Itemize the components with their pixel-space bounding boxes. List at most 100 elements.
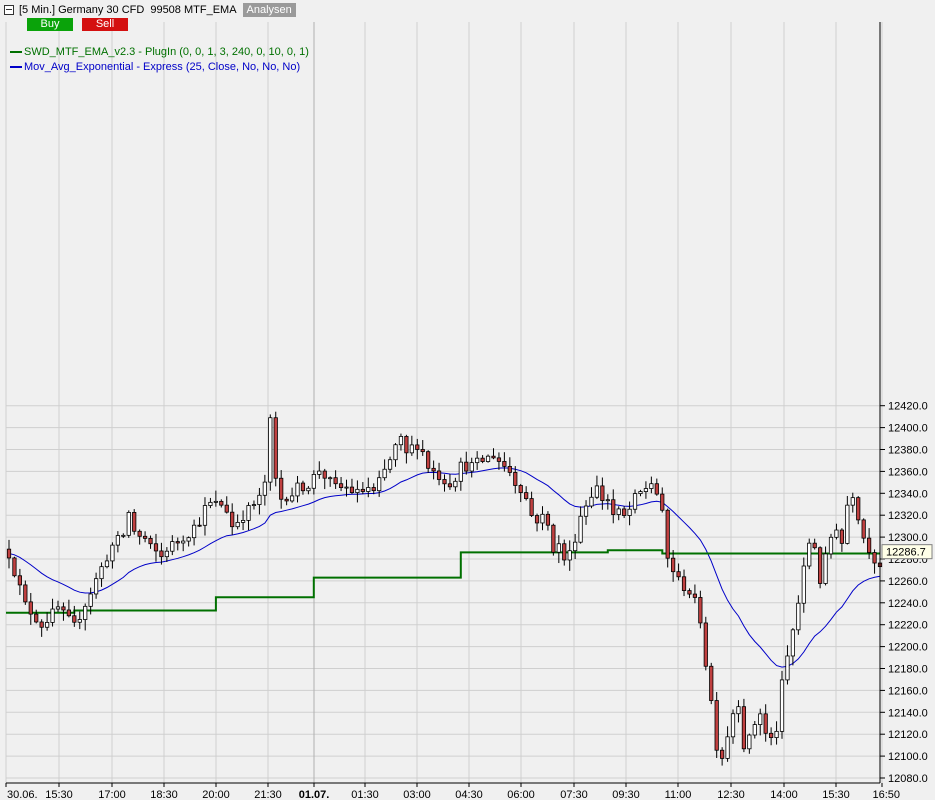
candle-down	[371, 487, 376, 492]
candle-down	[692, 593, 698, 598]
candle-down	[66, 609, 71, 617]
candle-up	[55, 606, 61, 610]
candle-up	[785, 655, 790, 681]
candle-up	[181, 540, 186, 544]
candle-up	[790, 629, 796, 657]
candle-down	[698, 597, 703, 624]
x-tick-label: 16:50	[872, 789, 900, 800]
legend-ema: Mov_Avg_Exponential - Express (25, Close…	[10, 61, 300, 73]
instrument-title: [5 Min.] Germany 30 CFD	[19, 4, 145, 16]
candle-up	[268, 417, 273, 483]
candle-down	[61, 606, 66, 611]
candle-down	[534, 515, 540, 524]
candle-down	[72, 615, 77, 623]
candle-up	[121, 534, 126, 537]
candle-up	[186, 537, 191, 542]
x-tick-label: 21:30	[254, 789, 282, 800]
candle-up	[758, 713, 763, 725]
candle-up	[605, 499, 610, 502]
candle-down	[518, 485, 523, 493]
mtf-line-layer	[6, 549, 880, 614]
candle-up	[99, 566, 104, 580]
candle-down	[480, 457, 485, 462]
candle-down	[436, 470, 442, 480]
candle-up	[45, 622, 50, 628]
candle-down	[671, 557, 676, 573]
candle-up	[311, 474, 316, 489]
candle-up	[649, 483, 654, 489]
y-tick-label: 12340.0	[888, 488, 928, 500]
candle-up	[170, 541, 175, 552]
x-tick-label: 15:30	[822, 789, 850, 800]
candle-down	[812, 542, 817, 549]
candle-up	[453, 480, 458, 488]
candle-down	[12, 557, 17, 577]
candle-up	[725, 736, 730, 759]
candle-down	[404, 436, 409, 454]
x-tick-label: 11:00	[665, 789, 692, 800]
account-label: 99508 MTF_EMA	[150, 4, 237, 16]
candle-down	[600, 485, 605, 502]
candle-up	[289, 495, 295, 502]
candle-up	[213, 500, 218, 503]
candle-down	[622, 508, 627, 516]
x-tick-label: 15:30	[45, 789, 73, 800]
candle-up	[774, 730, 779, 739]
candle-up	[115, 535, 120, 546]
candle-up	[398, 436, 404, 446]
legend-mtf-text: SWD_MTF_EMA_v2.3 - PlugIn (0, 0, 1, 3, 2…	[24, 46, 309, 58]
candle-down	[545, 513, 551, 526]
collapse-icon[interactable]	[4, 5, 14, 15]
buy-button[interactable]: Buy	[27, 18, 73, 31]
candle-up	[164, 550, 169, 558]
candle-up	[306, 487, 311, 492]
candle-up	[845, 504, 850, 544]
candle-down	[507, 466, 512, 473]
candle-down	[284, 498, 289, 502]
candle-up	[485, 455, 491, 462]
candle-down	[529, 498, 534, 516]
candle-up	[752, 724, 757, 736]
legend-mtf: SWD_MTF_EMA_v2.3 - PlugIn (0, 0, 1, 3, 2…	[10, 46, 309, 58]
candle-up	[627, 508, 632, 516]
x-tick-label: 01.07.	[299, 789, 330, 800]
candle-down	[132, 512, 137, 532]
candle-up	[387, 459, 393, 470]
candle-down	[415, 444, 420, 450]
last-price-label: 12286.7	[886, 547, 926, 559]
candle-up	[616, 508, 621, 515]
x-tick-label: 06:00	[507, 789, 535, 800]
candle-up	[807, 542, 812, 567]
mtf-step-line	[6, 549, 880, 614]
candle-down	[763, 713, 768, 734]
candle-down	[338, 483, 344, 489]
x-tick-label: 20:00	[202, 789, 230, 800]
candle-up	[589, 496, 594, 507]
candle-up	[262, 481, 267, 496]
analysen-button[interactable]: Analysen	[242, 3, 296, 17]
candle-down	[230, 511, 235, 528]
candle-down	[360, 488, 365, 492]
candle-down	[17, 575, 22, 586]
candle-down	[349, 486, 355, 493]
candle-up	[88, 593, 93, 607]
candle-up	[567, 550, 572, 561]
sell-button[interactable]: Sell	[82, 18, 128, 31]
candle-up	[344, 486, 349, 489]
candle-up	[458, 461, 463, 482]
candle-up	[409, 444, 414, 454]
ema-line	[8, 467, 881, 668]
candle-down	[159, 550, 164, 558]
candle-down	[464, 461, 469, 472]
candle-down	[333, 477, 338, 485]
candle-down	[513, 472, 518, 486]
candle-down	[273, 417, 278, 479]
candle-down	[703, 622, 708, 667]
candle-up	[828, 536, 834, 555]
candle-up	[730, 713, 736, 738]
candle-up	[540, 513, 545, 524]
candle-down	[769, 732, 774, 739]
candle-up	[469, 462, 474, 472]
candle-down	[714, 700, 719, 751]
